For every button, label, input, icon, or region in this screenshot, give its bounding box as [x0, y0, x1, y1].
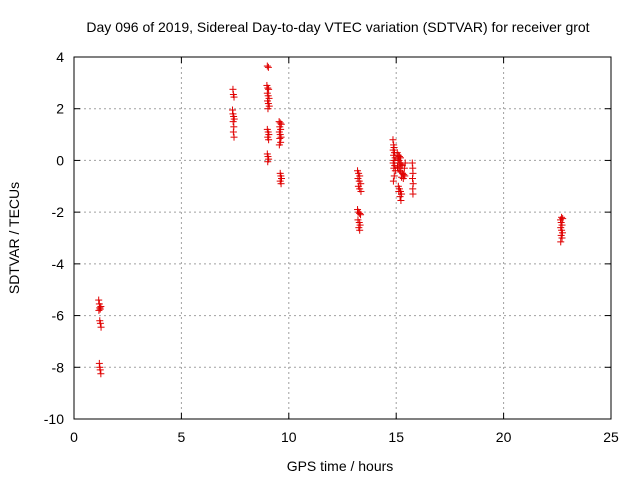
data-point	[96, 366, 104, 374]
data-point	[394, 155, 402, 163]
data-point	[264, 63, 272, 71]
data-point	[265, 85, 273, 93]
data-point	[264, 158, 272, 166]
data-point	[229, 128, 237, 136]
data-point	[276, 134, 284, 142]
data-point	[390, 172, 398, 180]
data-point	[95, 296, 103, 304]
x-tick-label: 5	[178, 429, 186, 445]
data-point	[265, 136, 273, 144]
x-tick-labels: 0 5 10 15 20 25	[70, 429, 619, 445]
data-point	[97, 370, 105, 378]
axis-ticks	[73, 56, 612, 420]
data-point	[275, 141, 283, 149]
y-tick-label: 2	[56, 101, 64, 117]
x-tick-label: 15	[388, 429, 404, 445]
data-point	[263, 62, 271, 70]
data-point	[397, 160, 405, 168]
grid-lines	[74, 57, 611, 419]
y-tick-label: -10	[44, 411, 64, 427]
data-point	[393, 163, 401, 171]
data-point	[356, 209, 364, 217]
y-tick-label: -8	[52, 359, 65, 375]
x-tick-label: 10	[281, 429, 297, 445]
data-point	[396, 193, 404, 201]
y-tick-label: 0	[56, 152, 64, 168]
data-point	[97, 323, 105, 331]
chart-title: Day 096 of 2019, Sidereal Day-to-day VTE…	[86, 19, 589, 35]
data-point	[229, 118, 237, 126]
x-tick-label: 20	[496, 429, 512, 445]
y-tick-labels: -10 -8 -6 -4 -2 0 2 4	[44, 49, 64, 427]
data-point	[559, 215, 567, 223]
y-tick-label: -4	[52, 256, 65, 272]
data-point	[400, 164, 408, 172]
data-point	[409, 190, 417, 198]
plot-frame	[73, 56, 612, 420]
x-axis-title: GPS time / hours	[287, 458, 394, 474]
data-point	[95, 306, 103, 314]
data-point	[357, 187, 365, 195]
data-point	[357, 211, 365, 219]
data-point	[401, 159, 409, 167]
y-tick-label: -6	[52, 308, 65, 324]
x-tick-label: 25	[603, 429, 619, 445]
data-point	[409, 175, 417, 183]
x-tick-label: 0	[70, 429, 78, 445]
data-point	[389, 177, 397, 185]
data-point	[397, 197, 405, 205]
data-point	[557, 238, 565, 246]
data-points	[95, 62, 567, 378]
data-point	[277, 180, 285, 188]
data-point	[230, 93, 238, 101]
y-axis-title: SDTVAR / TECUs	[6, 182, 22, 294]
data-point	[264, 105, 272, 113]
data-point	[356, 226, 364, 234]
y-tick-label: 4	[56, 49, 64, 65]
data-point	[389, 136, 397, 144]
data-point	[558, 234, 566, 242]
data-point	[398, 173, 406, 181]
data-point	[96, 319, 104, 327]
data-point	[399, 175, 407, 183]
data-point	[395, 187, 403, 195]
data-point	[97, 303, 105, 311]
y-tick-label: -2	[52, 204, 65, 220]
data-point	[230, 133, 238, 141]
